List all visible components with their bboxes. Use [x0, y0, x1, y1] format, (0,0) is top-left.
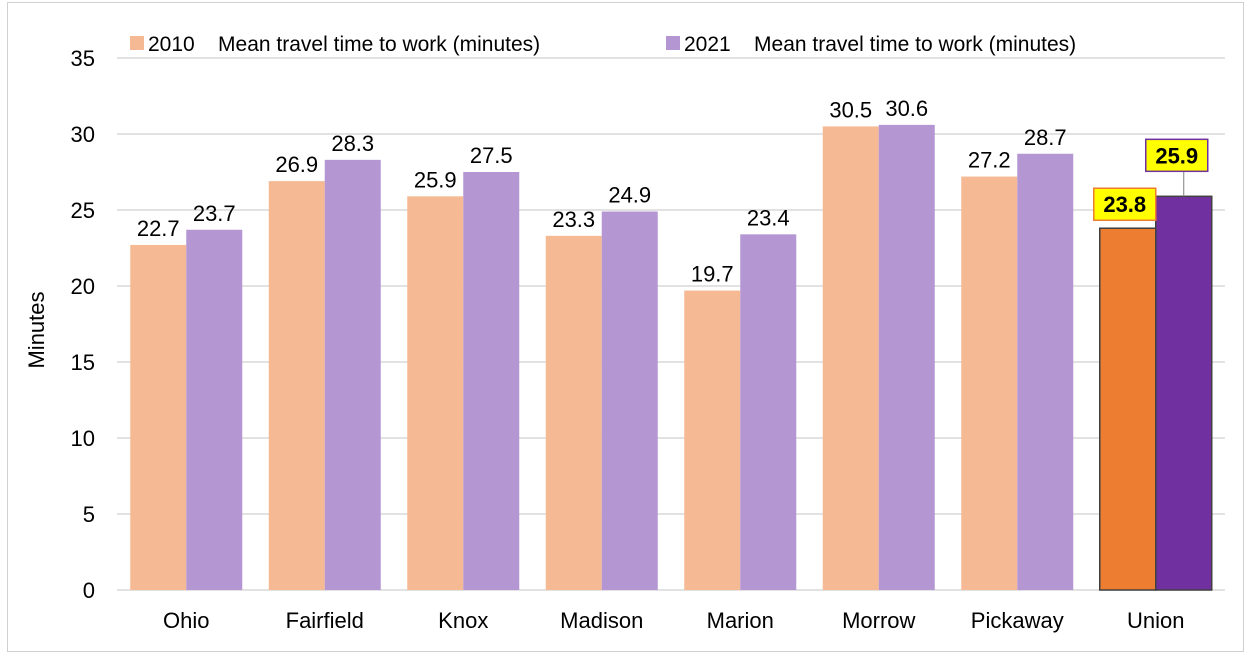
data-label: 23.3	[552, 207, 595, 232]
bar-marion-2021	[740, 234, 797, 590]
bar-fairfield-2021	[324, 159, 381, 590]
x-category-label: Morrow	[842, 608, 915, 633]
bar-knox-2021	[463, 172, 520, 590]
bar-madison-2010	[545, 235, 602, 590]
x-category-label: Ohio	[163, 608, 209, 633]
x-category-label: Pickaway	[971, 608, 1064, 633]
data-label: 23.7	[193, 201, 236, 226]
legend: 2010 Mean travel time to work (minutes) …	[130, 33, 1076, 56]
y-axis-ticks: 0 5 10 15 20 25 30 35	[71, 46, 95, 603]
data-label: 24.9	[608, 183, 651, 208]
chart-frame	[7, 2, 1244, 652]
data-label: 28.3	[331, 131, 374, 156]
data-label: 25.9	[414, 167, 457, 192]
y-tick-label: 35	[71, 46, 95, 71]
legend-swatch-2021	[666, 36, 680, 50]
y-tick-label: 20	[71, 274, 95, 299]
bar-madison-2021	[601, 211, 658, 590]
x-category-label: Fairfield	[286, 608, 364, 633]
callout-box	[1145, 138, 1209, 173]
bar-union-2010	[1099, 227, 1157, 591]
x-category-label: Madison	[560, 608, 643, 633]
data-label: 26.9	[275, 152, 318, 177]
legend-label-2010: 2010 Mean travel time to work (minutes)	[148, 33, 540, 56]
y-tick-label: 10	[71, 426, 95, 451]
x-category-label: Union	[1127, 608, 1184, 633]
y-tick-label: 5	[83, 502, 95, 527]
data-label: 19.7	[691, 262, 734, 287]
bar-ohio-2021	[186, 229, 243, 590]
bar-morrow-2010	[822, 126, 879, 591]
legend-label-2021: 2021 Mean travel time to work (minutes)	[684, 33, 1076, 56]
bar-pickaway-2010	[961, 176, 1018, 590]
y-tick-label: 30	[71, 122, 95, 147]
data-label: 30.6	[885, 96, 928, 121]
data-labels: 22.7 23.7 26.9 28.3 25.9 27.5 23.3 24.9 19.7 23.4…	[137, 96, 1209, 287]
data-label: 27.5	[470, 143, 513, 168]
y-tick-label: 25	[71, 198, 95, 223]
legend-swatch-2010	[130, 36, 144, 50]
y-axis-label: Minutes	[24, 291, 49, 368]
data-label: 28.7	[1024, 125, 1067, 150]
bar-morrow-2021	[878, 124, 935, 590]
bar-ohio-2010	[130, 244, 187, 590]
data-label-highlight: 25.9	[1155, 143, 1198, 168]
bar-pickaway-2021	[1017, 153, 1074, 590]
data-label: 27.2	[968, 148, 1011, 173]
bar-union-2021	[1155, 195, 1213, 591]
callout-box	[1093, 187, 1157, 221]
bar-fairfield-2010	[268, 181, 325, 590]
bar-marion-2010	[684, 290, 741, 590]
y-tick-label: 0	[83, 578, 95, 603]
x-axis-categories: Ohio Fairfield Knox Madison Marion Morrow Pick…	[163, 608, 1184, 633]
data-label: 23.4	[747, 205, 790, 230]
bar-knox-2010	[407, 196, 464, 590]
data-label: 30.5	[829, 97, 872, 122]
bars	[130, 124, 1213, 591]
x-category-label: Knox	[438, 608, 488, 633]
x-category-label: Marion	[707, 608, 774, 633]
data-label: 22.7	[137, 216, 180, 241]
y-tick-label: 15	[71, 350, 95, 375]
data-label-highlight: 23.8	[1103, 192, 1146, 217]
